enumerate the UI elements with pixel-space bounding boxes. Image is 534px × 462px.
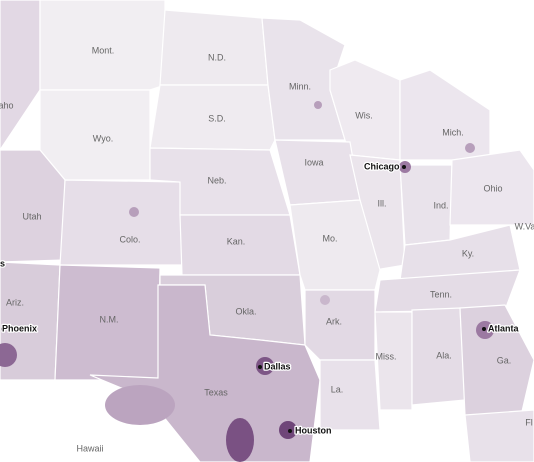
state-label: Mo.	[322, 233, 337, 243]
city-label: Houston	[295, 425, 332, 435]
city-dot	[258, 365, 262, 369]
state-label: Ark.	[326, 316, 342, 326]
labels: aho Mont. N.D. Minn. Wyo. S.D. Wis. Mich…	[0, 45, 534, 453]
state-label: Utah	[22, 211, 41, 221]
state-label: W.Va	[515, 221, 534, 231]
state-label: Kan.	[227, 236, 246, 246]
state-label: Neb.	[207, 175, 226, 185]
city-label: s	[0, 258, 5, 268]
state-label: Ill.	[378, 198, 387, 208]
state-label: N.M.	[100, 314, 119, 324]
state-label: Mont.	[92, 45, 115, 55]
state-label: Fl	[525, 417, 533, 427]
city-dot	[288, 429, 292, 433]
city-label: Dallas	[264, 361, 291, 371]
state-label: La.	[331, 384, 344, 394]
state-label: Ala.	[436, 350, 452, 360]
state-label: Ky.	[462, 248, 474, 258]
state-label: S.D.	[208, 113, 226, 123]
city-dot	[402, 165, 406, 169]
state-label: Okla.	[235, 306, 256, 316]
state-label: Wis.	[355, 110, 373, 120]
state-label: Colo.	[119, 234, 140, 244]
state-label: Miss.	[376, 351, 397, 361]
state-label: Hawaii	[76, 443, 103, 453]
city-label: Atlanta	[488, 323, 519, 333]
state-label: Ariz.	[6, 297, 24, 307]
state-label: Ohio	[483, 183, 502, 193]
state-label: Iowa	[304, 157, 323, 167]
city-dot	[482, 327, 486, 331]
state-label: Wyo.	[93, 133, 113, 143]
state-label: Ind.	[433, 200, 448, 210]
state-label: Texas	[204, 387, 228, 397]
state-label: Mich.	[442, 127, 464, 137]
city-dot	[1, 327, 5, 331]
state-label: Tenn.	[430, 289, 452, 299]
state-label: Minn.	[289, 81, 311, 91]
city-label: Phoenix	[2, 323, 37, 333]
city-label: Chicago	[364, 161, 400, 171]
state-label: aho	[0, 100, 14, 110]
state-label: N.D.	[208, 52, 226, 62]
state-label: Ga.	[497, 355, 512, 365]
